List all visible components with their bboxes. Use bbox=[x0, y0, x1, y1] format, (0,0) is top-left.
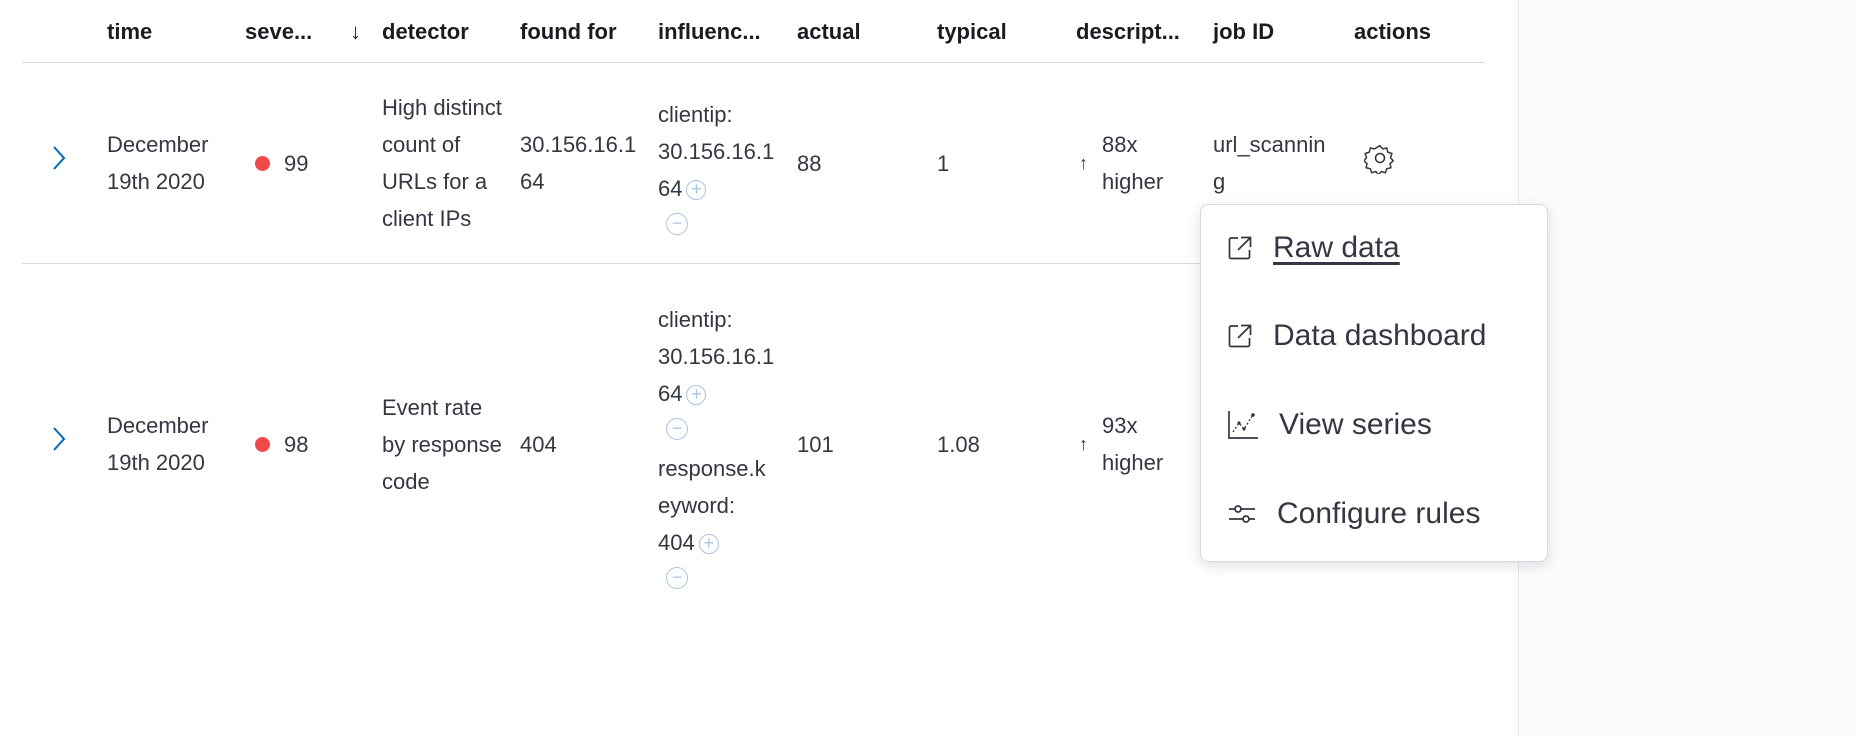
severity-dot bbox=[255, 155, 270, 171]
actual-cell: 88 bbox=[797, 150, 822, 176]
add-filter-icon[interactable]: + bbox=[698, 534, 719, 555]
time-cell: December 19th 2020 bbox=[107, 413, 209, 475]
table-header: time seve... ↓ detector found for influe… bbox=[22, 0, 1485, 63]
actions-cell bbox=[1347, 142, 1485, 185]
table-row: December 19th 2020 98 Event rate by resp… bbox=[22, 264, 1485, 624]
chevron-right-icon[interactable] bbox=[52, 145, 66, 182]
column-header-found-for[interactable]: found for bbox=[520, 18, 617, 44]
column-header-time[interactable]: time bbox=[107, 18, 153, 44]
typical-cell: 1 bbox=[937, 150, 950, 176]
severity-cell: 98 bbox=[238, 426, 375, 463]
severity-cell: 99 bbox=[238, 145, 375, 182]
external-link-icon bbox=[1228, 324, 1252, 348]
influencer: response.keyword: 404 + − bbox=[658, 456, 766, 589]
sliders-icon bbox=[1229, 505, 1255, 523]
description-cell: ↑ 88x higher bbox=[1079, 132, 1164, 194]
influencers-cell: clientip: 30.156.16.164 + − response.keyw… bbox=[651, 289, 790, 599]
gear-icon[interactable] bbox=[1363, 142, 1396, 185]
influencer: clientip: 30.156.16.164 + − bbox=[658, 101, 775, 235]
arrow-up-icon: ↑ bbox=[1079, 433, 1088, 454]
found-for-cell: 404 bbox=[520, 431, 557, 457]
column-header-detector[interactable]: detector bbox=[382, 18, 469, 44]
column-header-actions: actions bbox=[1354, 18, 1432, 44]
description-cell: ↑ 93x higher bbox=[1079, 413, 1164, 475]
column-header-severity[interactable]: seve... ↓ bbox=[238, 13, 375, 50]
menu-item-data-dashboard[interactable]: Data dashboard bbox=[1227, 319, 1487, 353]
remove-filter-icon[interactable]: − bbox=[666, 212, 688, 235]
influencers-cell: clientip: 30.156.16.164 + − bbox=[651, 82, 790, 245]
remove-filter-icon[interactable]: − bbox=[666, 567, 688, 589]
column-header-job-id[interactable]: job ID bbox=[1213, 18, 1275, 44]
add-filter-icon[interactable]: + bbox=[686, 385, 707, 406]
column-header-influencers[interactable]: influenc... bbox=[658, 18, 761, 44]
typical-cell: 1.08 bbox=[937, 431, 980, 457]
arrow-down-icon: ↓ bbox=[350, 18, 361, 44]
table-row: December 19th 2020 99 High distinct coun… bbox=[22, 63, 1485, 264]
column-header-actual[interactable]: actual bbox=[797, 18, 861, 44]
remove-filter-icon[interactable]: − bbox=[666, 418, 688, 440]
chart-line-icon bbox=[1228, 411, 1258, 439]
menu-item-raw-data[interactable]: Raw data bbox=[1227, 231, 1400, 265]
job-id-cell: url_scanning bbox=[1213, 132, 1326, 194]
detector-cell: Event rate by response code bbox=[382, 394, 502, 494]
arrow-up-icon: ↑ bbox=[1079, 152, 1088, 173]
influencer: clientip: 30.156.16.164 + − bbox=[658, 307, 775, 440]
actions-menu: Raw data Data dashboard View series Conf… bbox=[1200, 204, 1548, 562]
anomalies-table: time seve... ↓ detector found for influe… bbox=[22, 0, 1485, 624]
chevron-right-icon[interactable] bbox=[52, 426, 66, 463]
actual-cell: 101 bbox=[797, 431, 834, 457]
menu-item-configure-rules[interactable]: Configure rules bbox=[1227, 497, 1480, 531]
menu-item-view-series[interactable]: View series bbox=[1227, 408, 1432, 442]
detector-cell: High distinct count of URLs for a client… bbox=[382, 95, 502, 231]
severity-dot bbox=[255, 436, 270, 452]
add-filter-icon[interactable]: + bbox=[686, 179, 707, 200]
found-for-cell: 30.156.16.164 bbox=[520, 132, 637, 194]
column-header-description[interactable]: descript... bbox=[1076, 18, 1180, 44]
column-header-typical[interactable]: typical bbox=[937, 18, 1007, 44]
side-panel bbox=[1518, 0, 1856, 736]
time-cell: December 19th 2020 bbox=[107, 132, 209, 194]
external-link-icon bbox=[1228, 236, 1252, 260]
